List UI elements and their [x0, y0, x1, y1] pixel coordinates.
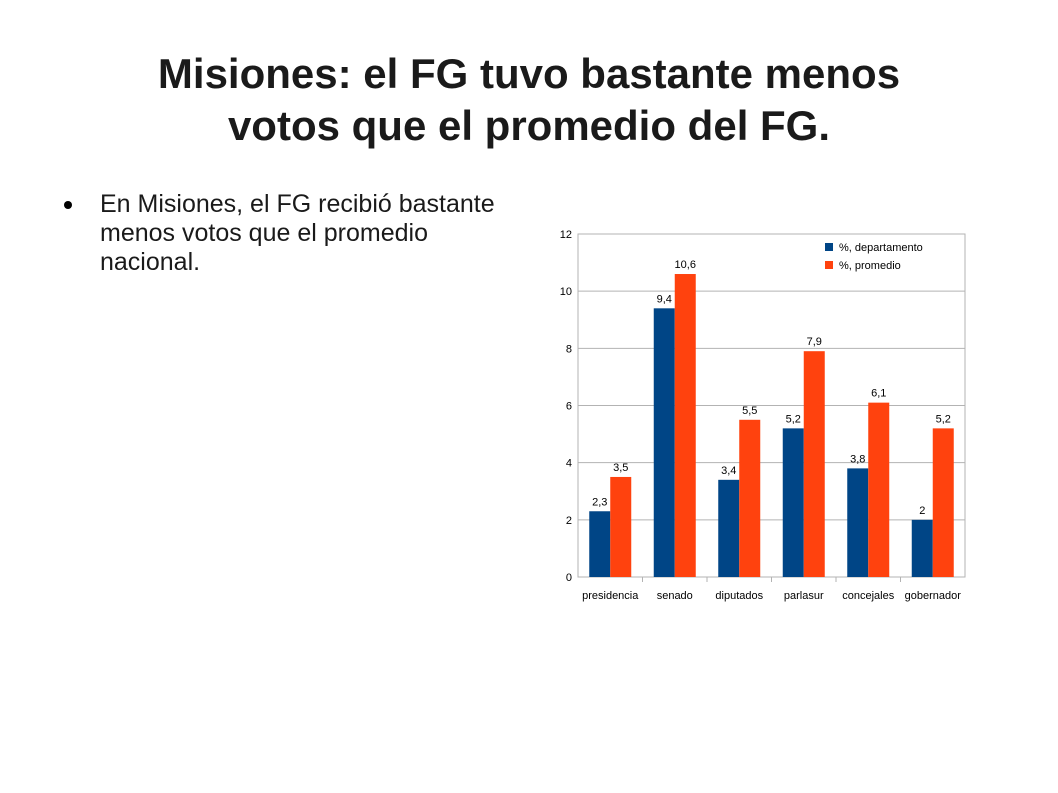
data-label: 6,1	[871, 388, 886, 400]
data-label: 3,8	[850, 453, 865, 465]
y-tick-label: 2	[566, 515, 572, 527]
bullet-item: En Misiones, el FG recibió bastante meno…	[64, 190, 514, 277]
legend-swatch	[825, 261, 833, 269]
bar	[932, 428, 954, 577]
data-label: 2,3	[592, 496, 607, 508]
y-tick-label: 8	[566, 343, 572, 355]
y-tick-label: 4	[566, 458, 572, 470]
x-tick-label: presidencia	[582, 590, 639, 602]
bar	[589, 511, 611, 577]
bar	[739, 419, 761, 577]
data-label: 5,5	[742, 405, 757, 417]
legend-label: %, departamento	[839, 242, 923, 254]
bullet-text: En Misiones, el FG recibió bastante meno…	[100, 190, 495, 276]
data-label: 10,6	[675, 259, 696, 271]
x-tick-label: parlasur	[784, 590, 824, 602]
bar	[718, 479, 740, 577]
data-label: 5,2	[936, 413, 951, 425]
bar	[674, 274, 696, 577]
bar	[868, 402, 890, 577]
x-tick-label: concejales	[842, 590, 894, 602]
y-tick-label: 12	[560, 229, 572, 241]
data-label: 9,4	[657, 293, 672, 305]
bar	[803, 351, 825, 577]
data-label: 3,4	[721, 465, 736, 477]
y-tick-label: 0	[566, 572, 572, 584]
bullet-dot-icon	[64, 201, 72, 209]
data-label: 3,5	[613, 462, 628, 474]
slide-title: Misiones: el FG tuvo bastante menos voto…	[40, 48, 1018, 152]
bar	[653, 308, 675, 577]
bar	[847, 468, 869, 577]
bullet-list: En Misiones, el FG recibió bastante meno…	[64, 190, 514, 277]
data-label: 5,2	[786, 413, 801, 425]
legend-label: %, promedio	[839, 260, 901, 272]
x-tick-label: diputados	[715, 590, 763, 602]
title-line-1: Misiones: el FG tuvo bastante menos	[157, 50, 901, 97]
data-label: 2	[919, 505, 925, 517]
title-line-2: votos que el promedio del FG.	[227, 102, 831, 149]
x-tick-label: gobernador	[905, 590, 962, 602]
legend-swatch	[825, 243, 833, 251]
bar	[610, 476, 632, 577]
y-tick-label: 6	[566, 401, 572, 413]
x-tick-label: senado	[657, 590, 693, 602]
data-label: 7,9	[807, 336, 822, 348]
bar-chart: 0 2 4 6 8 10 12 2,3 3,5 presidencia 9,4 10,6 senado 3…	[560, 229, 966, 602]
y-tick-label: 10	[560, 286, 572, 298]
bar	[782, 428, 804, 577]
bar	[911, 519, 933, 577]
